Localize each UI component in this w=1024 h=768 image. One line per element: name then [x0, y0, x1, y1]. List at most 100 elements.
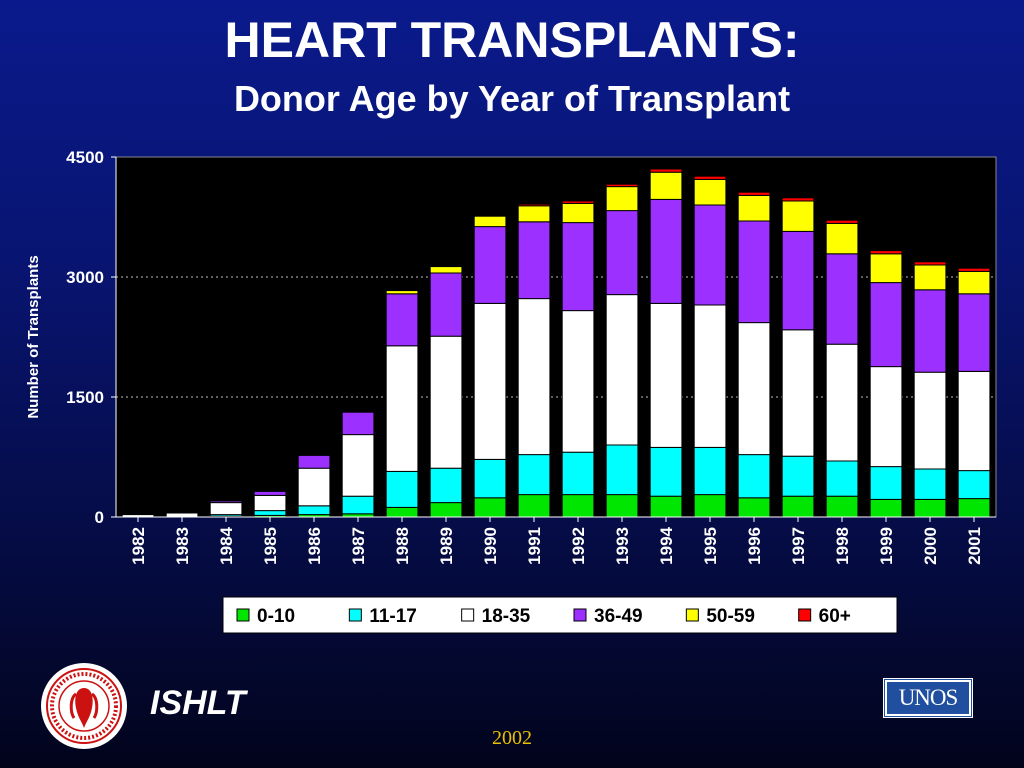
- y-tick-label: 4500: [66, 148, 104, 167]
- bar-1994-18-35: [649, 302, 683, 448]
- bar-1984-18-35: [209, 502, 243, 516]
- bar-1991-11-17: [517, 454, 551, 496]
- bar-1987-36-49: [341, 411, 375, 436]
- bar-1994-36-49: [649, 198, 683, 304]
- x-tick-label: 1996: [745, 527, 764, 565]
- x-tick-label: 1991: [525, 527, 544, 565]
- bar-1989-18-35: [429, 335, 463, 469]
- bar-1983-36-49: [165, 511, 199, 514]
- bar-1991-50-59: [517, 205, 551, 223]
- bar-1995-11-17: [693, 446, 727, 496]
- bar-1996-36-49: [737, 220, 771, 324]
- x-tick-label: 1987: [349, 527, 368, 565]
- bar-1988-11-17: [385, 470, 419, 508]
- bar-1992-0-10: [561, 494, 595, 518]
- unos-logo: UNOS: [883, 678, 973, 718]
- bar-1999-60+: [869, 250, 903, 255]
- bar-1995-36-49: [693, 204, 727, 306]
- legend-swatch-50-59: [685, 608, 699, 622]
- bar-1996-11-17: [737, 454, 771, 499]
- bar-2001-18-35: [957, 370, 991, 472]
- slide-subtitle: Donor Age by Year of Transplant: [233, 78, 791, 119]
- bar-1996-0-10: [737, 497, 771, 518]
- bar-1991-0-10: [517, 494, 551, 518]
- bar-1997-60+: [781, 197, 815, 202]
- ishlt-label: ISHLT: [150, 684, 246, 722]
- x-tick-label: 1999: [877, 527, 896, 565]
- legend-swatch-36-49: [573, 608, 587, 622]
- bar-1998-60+: [825, 219, 859, 224]
- bar-1995-60+: [693, 175, 727, 180]
- x-tick-label: 2000: [921, 527, 940, 565]
- bar-1998-50-59: [825, 222, 859, 255]
- legend-label-50-59: 50-59: [706, 606, 755, 627]
- legend-swatch-0-10: [236, 608, 250, 622]
- x-tick-label: 1993: [613, 527, 632, 565]
- bar-1985-11-17: [253, 510, 287, 516]
- bar-1997-18-35: [781, 329, 815, 457]
- bar-1997-50-59: [781, 200, 815, 232]
- x-tick-label: 1992: [569, 527, 588, 565]
- bar-1989-36-49: [429, 272, 463, 337]
- y-tick-label: 0: [95, 508, 104, 527]
- bar-1989-0-10: [429, 502, 463, 518]
- bar-1992-18-35: [561, 310, 595, 453]
- legend-label-11-17: 11-17: [369, 606, 417, 627]
- bar-1990-11-17: [473, 458, 507, 499]
- bar-1989-50-59: [429, 266, 463, 274]
- x-tick-label: 1995: [701, 527, 720, 565]
- bar-2001-11-17: [957, 470, 991, 500]
- bar-1991-60+: [517, 203, 551, 207]
- bar-1997-0-10: [781, 495, 815, 518]
- bar-1998-11-17: [825, 460, 859, 497]
- x-tick-label: 1989: [437, 527, 456, 565]
- bar-1988-50-59: [385, 290, 419, 295]
- bar-1983-18-35: [165, 512, 199, 518]
- legend: [222, 596, 898, 634]
- legend-label-0-10: 0-10: [257, 606, 295, 627]
- bar-1997-11-17: [781, 455, 815, 497]
- bar-1991-18-35: [517, 298, 551, 456]
- bar-2001-36-49: [957, 293, 991, 372]
- bar-1995-0-10: [693, 494, 727, 518]
- legend-swatch-60+: [798, 608, 812, 622]
- legend-swatch-11-17: [348, 608, 362, 622]
- bar-1988-36-49: [385, 293, 419, 347]
- x-tick-label: 1985: [261, 527, 280, 565]
- plot-area: [115, 156, 997, 518]
- bar-1991-36-49: [517, 221, 551, 300]
- bar-1993-18-35: [605, 294, 639, 446]
- bar-1990-18-35: [473, 302, 507, 460]
- x-tick-label: 1986: [305, 527, 324, 565]
- legend-swatch-18-35: [461, 608, 475, 622]
- bar-1998-36-49: [825, 253, 859, 345]
- bar-1994-60+: [649, 168, 683, 173]
- bar-1996-60+: [737, 191, 771, 196]
- bar-2000-18-35: [913, 371, 947, 470]
- bar-1992-36-49: [561, 222, 595, 312]
- x-tick-label: 1994: [657, 526, 676, 564]
- legend-label-60+: 60+: [819, 606, 851, 627]
- x-tick-label: 1984: [217, 526, 236, 564]
- bar-2000-11-17: [913, 468, 947, 500]
- bar-1994-0-10: [649, 495, 683, 518]
- bar-1998-0-10: [825, 495, 859, 518]
- bar-1990-0-10: [473, 497, 507, 518]
- bar-1986-18-35: [297, 467, 331, 507]
- bar-1990-50-59: [473, 215, 507, 228]
- bar-1995-18-35: [693, 304, 727, 448]
- y-tick-label: 3000: [66, 268, 104, 287]
- bar-1994-50-59: [649, 171, 683, 200]
- bar-1992-50-59: [561, 202, 595, 224]
- x-tick-label: 1997: [789, 527, 808, 565]
- bar-1993-36-49: [605, 210, 639, 296]
- bar-1997-36-49: [781, 230, 815, 331]
- bar-1988-18-35: [385, 345, 419, 472]
- x-tick-label: 1983: [173, 527, 192, 565]
- ishlt-seal-logo: [41, 663, 127, 749]
- bar-1999-0-10: [869, 498, 903, 518]
- legend-label-36-49: 36-49: [594, 606, 643, 627]
- bar-1993-11-17: [605, 444, 639, 496]
- bar-2001-0-10: [957, 498, 991, 518]
- bar-1995-50-59: [693, 178, 727, 206]
